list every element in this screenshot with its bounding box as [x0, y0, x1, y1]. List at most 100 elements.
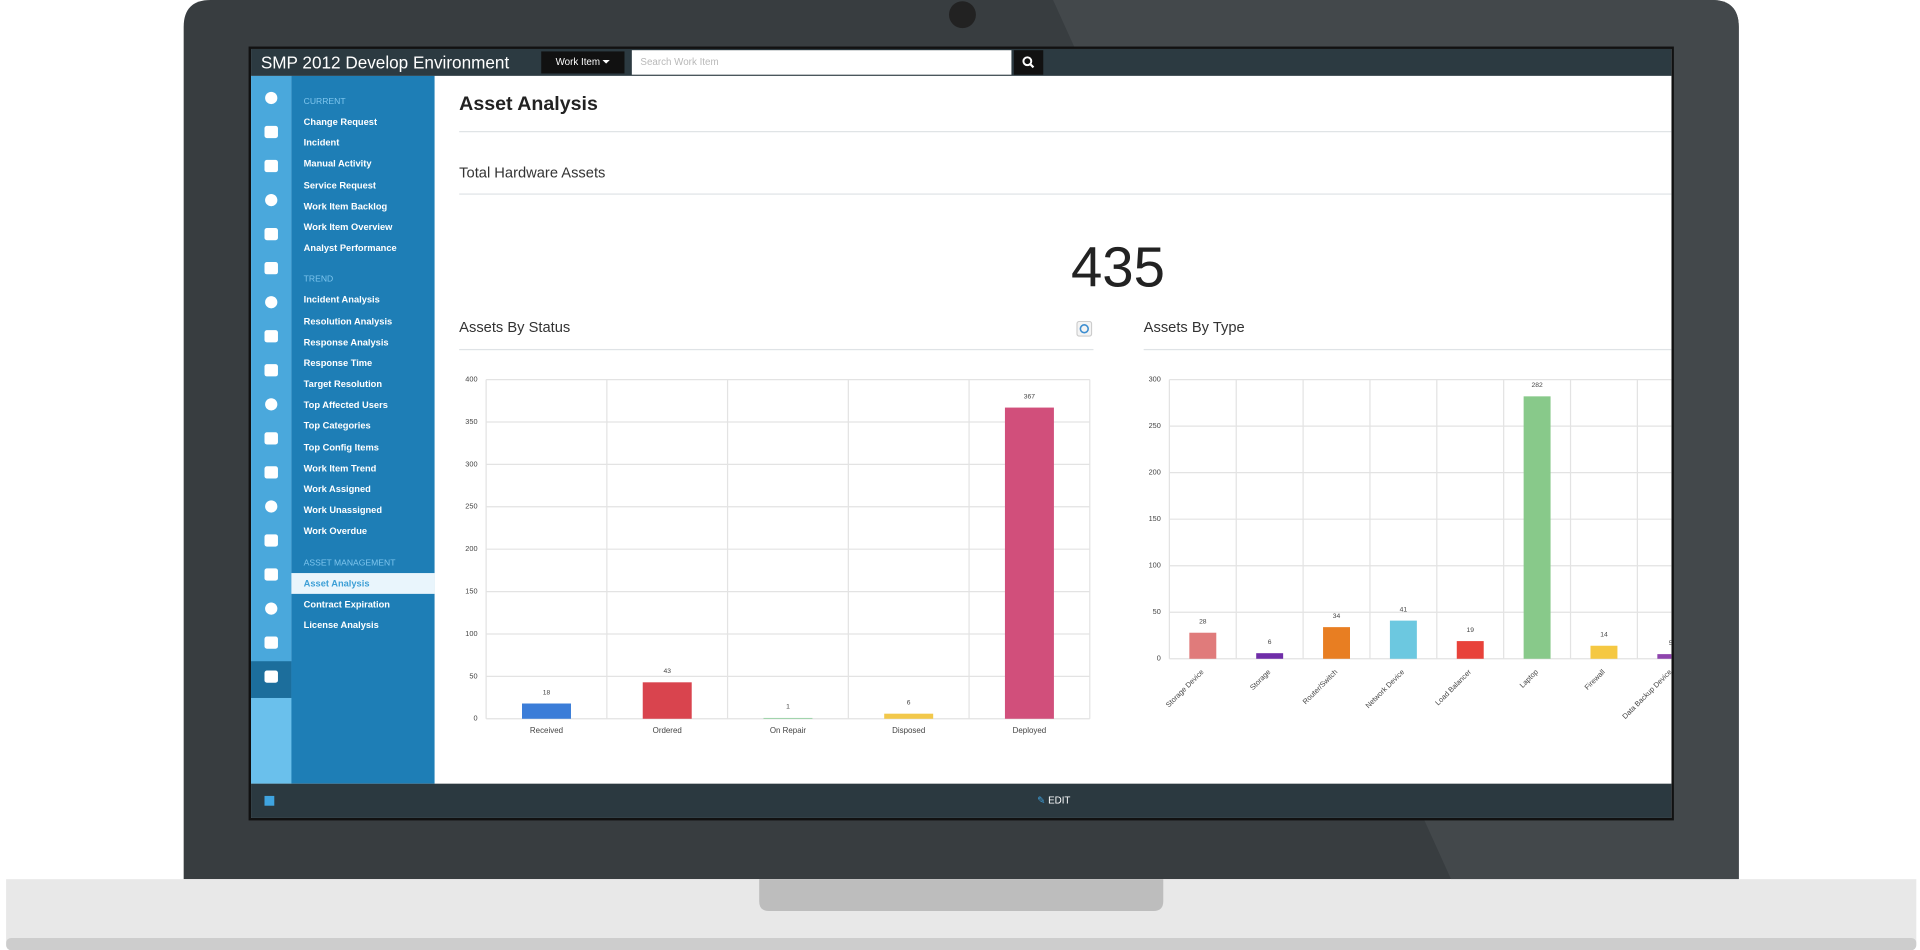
footer-icon[interactable]	[264, 795, 275, 806]
screen: SMP 2012 Develop Environment Work Item S…	[251, 48, 1672, 818]
data-label: 19	[1467, 627, 1475, 634]
edit-button[interactable]: ✎ EDIT	[1037, 794, 1071, 806]
bar	[1004, 407, 1054, 719]
total-value: 435	[1070, 235, 1165, 299]
data-label: 367	[1024, 393, 1035, 400]
menu-icon[interactable]	[265, 91, 278, 105]
bar	[1523, 396, 1551, 659]
menu-icon[interactable]	[264, 262, 278, 275]
menu-icon[interactable]	[264, 159, 278, 173]
bar	[1590, 645, 1618, 659]
caret	[602, 60, 611, 65]
x-tick-label: On Repair	[770, 726, 807, 735]
nav-item[interactable]: Incident	[303, 137, 340, 149]
y-tick-label: 0	[473, 714, 477, 723]
nav-item[interactable]: Contract Expiration	[303, 598, 390, 610]
divider	[459, 131, 1672, 133]
menu-icon[interactable]	[264, 125, 278, 139]
nav-item[interactable]: Manual Activity	[303, 158, 372, 170]
edit-label: EDIT	[1048, 794, 1071, 806]
nav-item[interactable]: Work Assigned	[303, 483, 371, 495]
bar	[1189, 632, 1217, 659]
search-input[interactable]: Search Work Item	[631, 50, 1012, 75]
y-tick-label: 300	[465, 459, 477, 468]
menu-icon[interactable]	[264, 228, 278, 241]
y-tick-label: 250	[465, 502, 477, 511]
menu-icon[interactable]	[264, 568, 278, 581]
status-chart: 0 50 100 150 200 250 300 350 400 18 Received 43 Orde…	[465, 375, 1091, 735]
menu-icon[interactable]	[264, 534, 278, 547]
nav-item[interactable]: Work Overdue	[303, 525, 368, 537]
menu-icon[interactable]	[265, 296, 278, 309]
y-tick-label: 400	[465, 375, 477, 384]
x-tick-label: Disposed	[892, 726, 925, 735]
refresh-button[interactable]	[1076, 320, 1093, 337]
nav-item[interactable]: Work Item Backlog	[303, 200, 388, 212]
data-label: 28	[1199, 618, 1207, 625]
laptop-base-edge	[6, 937, 1917, 950]
nav-item[interactable]: Response Time	[303, 357, 373, 369]
y-tick-label: 250	[1149, 421, 1161, 430]
menu-icon[interactable]	[264, 330, 278, 343]
nav-section-title: TREND	[303, 275, 334, 285]
x-tick-label: Load Balancer	[1433, 667, 1473, 707]
type-chart: 0 50 100 150 200 250 300 28 Storage Device 6 Stora…	[1149, 375, 1672, 721]
y-tick-label: 100	[465, 629, 477, 638]
x-tick-label: Received	[530, 726, 563, 735]
nav-item[interactable]: Top Categories	[303, 420, 371, 432]
data-label: 6	[1268, 639, 1272, 646]
nav-item[interactable]: Top Config Items	[303, 441, 379, 453]
work-item-button[interactable]: Work Item	[541, 51, 625, 74]
bar	[1256, 653, 1284, 659]
divider	[459, 348, 1094, 351]
menu-icon[interactable]	[265, 193, 278, 207]
nav-item[interactable]: Response Analysis	[303, 336, 389, 348]
nav-item[interactable]: Change Request	[303, 116, 378, 128]
nav-item[interactable]: Incident Analysis	[303, 294, 380, 306]
x-tick-label: Storage	[1248, 667, 1273, 692]
x-tick-label: Ordered	[653, 726, 682, 735]
menu-icon[interactable]	[265, 500, 278, 513]
x-tick-label: Network Device	[1364, 667, 1407, 710]
top-bar: SMP 2012 Develop Environment Work Item S…	[251, 48, 1672, 76]
y-tick-label: 300	[1149, 375, 1161, 384]
x-tick-label: Deployed	[1013, 726, 1047, 735]
menu-icon[interactable]	[264, 432, 278, 445]
menu-icon[interactable]	[264, 364, 278, 377]
data-label: 5	[1669, 640, 1671, 647]
search-icon	[1022, 56, 1035, 69]
nav-item[interactable]: Resolution Analysis	[303, 315, 393, 327]
menu-icon[interactable]	[265, 602, 278, 615]
nav-item[interactable]: Work Unassigned	[303, 504, 383, 516]
menu-icon[interactable]	[265, 398, 278, 411]
nav-section-title: CURRENT	[303, 97, 346, 107]
icon-bar	[251, 75, 292, 784]
search-button[interactable]	[1013, 50, 1044, 75]
icon-bar-bottom	[251, 697, 292, 784]
nav-item[interactable]: Top Affected Users	[303, 399, 388, 411]
base-notch	[759, 879, 1164, 912]
menu-icon[interactable]	[264, 670, 278, 683]
nav-item[interactable]: Service Request	[303, 179, 377, 191]
menu-icon[interactable]	[264, 466, 278, 479]
data-label: 43	[663, 668, 671, 675]
nav-item[interactable]: Analyst Performance	[303, 242, 397, 254]
nav-item[interactable]: Work Item Overview	[303, 221, 393, 233]
nav-item[interactable]: License Analysis	[303, 619, 379, 631]
nav-menu: CURRENT Change Request Incident Manual Acti…	[291, 75, 435, 784]
y-tick-label: 200	[465, 544, 477, 553]
nav-item[interactable]: Work Item Trend	[303, 462, 377, 474]
work-item-label: Work Item	[555, 56, 601, 68]
app-title: SMP 2012 Develop Environment	[260, 52, 510, 73]
x-tick-label: Router/Switch	[1301, 667, 1340, 706]
data-label: 41	[1400, 606, 1408, 613]
bar	[884, 713, 934, 719]
y-tick-label: 200	[1149, 468, 1161, 477]
menu-icon[interactable]	[264, 636, 278, 649]
nav-item[interactable]: Asset Analysis	[291, 572, 435, 594]
data-label: 34	[1333, 613, 1341, 620]
x-tick-label: Storage Device	[1164, 667, 1206, 709]
nav-item[interactable]: Target Resolution	[303, 378, 383, 390]
bar	[522, 703, 571, 719]
divider	[1143, 348, 1672, 351]
